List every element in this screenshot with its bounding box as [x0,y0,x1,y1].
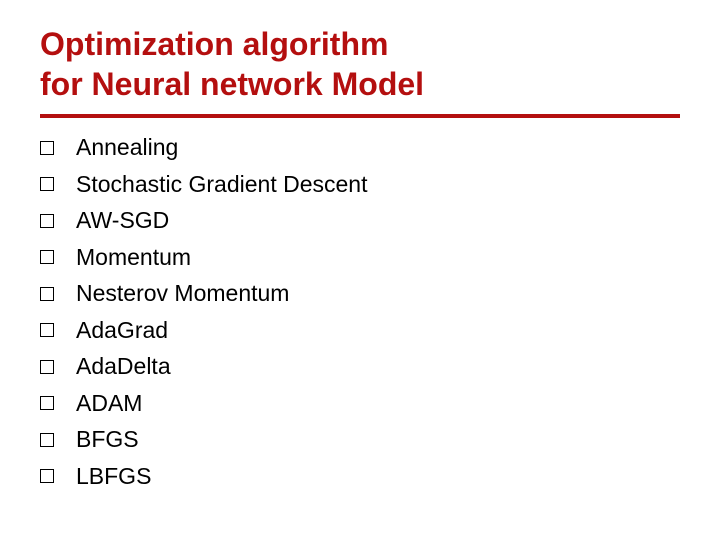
list-item: Nesterov Momentum [40,282,680,305]
list-item-label: Momentum [76,246,191,269]
list-item-label: AdaDelta [76,355,171,378]
list-item-label: Nesterov Momentum [76,282,289,305]
list-item-label: BFGS [76,428,139,451]
list-item-label: Annealing [76,136,178,159]
checkbox-icon [40,396,54,410]
algorithm-list: Annealing Stochastic Gradient Descent AW… [40,136,680,488]
list-item: ADAM [40,392,680,415]
list-item-label: AW-SGD [76,209,169,232]
list-item: BFGS [40,428,680,451]
list-item-label: AdaGrad [76,319,168,342]
checkbox-icon [40,141,54,155]
list-item-label: Stochastic Gradient Descent [76,173,367,196]
slide-title: Optimization algorithm for Neural networ… [40,24,680,104]
slide: Optimization algorithm for Neural networ… [0,0,720,540]
list-item: AdaGrad [40,319,680,342]
checkbox-icon [40,469,54,483]
list-item: AdaDelta [40,355,680,378]
checkbox-icon [40,287,54,301]
list-item-label: ADAM [76,392,142,415]
checkbox-icon [40,360,54,374]
checkbox-icon [40,250,54,264]
list-item: Annealing [40,136,680,159]
list-item: Momentum [40,246,680,269]
list-item: LBFGS [40,465,680,488]
title-line-1: Optimization algorithm [40,26,388,62]
checkbox-icon [40,433,54,447]
list-item: Stochastic Gradient Descent [40,173,680,196]
list-item-label: LBFGS [76,465,151,488]
checkbox-icon [40,214,54,228]
list-item: AW-SGD [40,209,680,232]
title-underline [40,114,680,118]
checkbox-icon [40,177,54,191]
checkbox-icon [40,323,54,337]
title-line-2: for Neural network Model [40,66,424,102]
